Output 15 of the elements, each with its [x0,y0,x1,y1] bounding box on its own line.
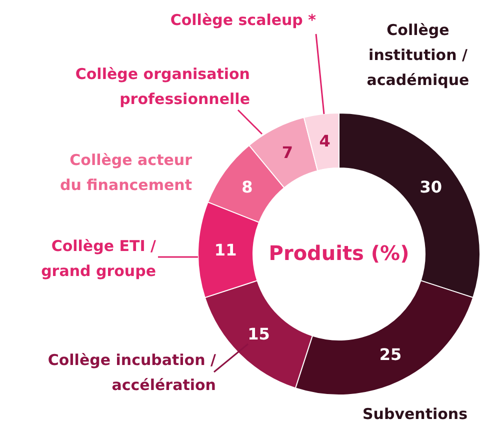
slice-label: Collège incubation / accélération [48,351,217,394]
slice-label: Subventions [362,405,468,423]
data-label: 30 [420,177,442,196]
data-label: 4 [319,131,330,150]
data-label: 25 [379,345,402,364]
slice-label: Collège organisation professionnelle [75,65,250,108]
data-label: 11 [214,240,237,260]
data-label: 15 [248,324,270,344]
slice-label: Collège scaleup * [170,11,316,29]
data-label: 8 [242,177,253,196]
slice-label: Collège acteur du financement [60,151,193,194]
data-label: 7 [282,142,294,162]
text: Produits (%) [268,241,410,265]
slice-label: Collège ETI / grand groupe [41,237,157,280]
slice-label: Collège institution / académique [366,21,470,89]
